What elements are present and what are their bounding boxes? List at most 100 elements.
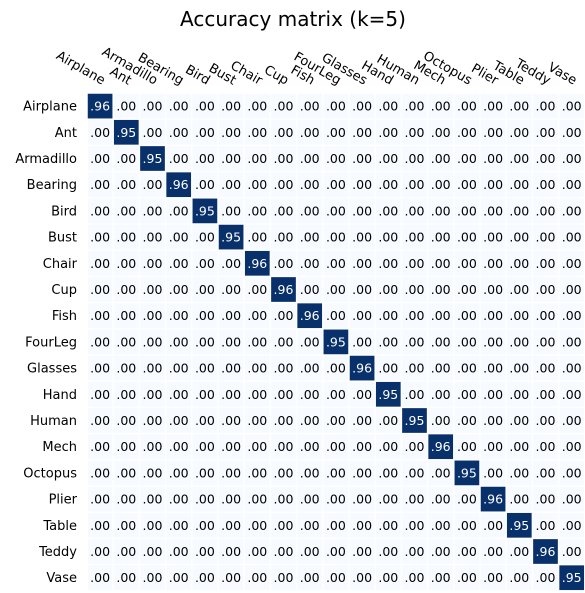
heatmap-cell-hand-plier bbox=[480, 381, 506, 407]
cell-value-label-chair-airplane: .00 bbox=[90, 256, 110, 271]
cell-value-label-table-glasses: .00 bbox=[352, 518, 372, 533]
cell-value-label-plier-airplane: .00 bbox=[90, 492, 110, 507]
cell-value-label-teddy-fourleg: .00 bbox=[326, 544, 346, 559]
heatmap-cell-teddy-table bbox=[506, 539, 532, 564]
cell-value-label-octopus-teddy: .00 bbox=[536, 465, 556, 480]
cell-value-label-armadillo-teddy: .00 bbox=[536, 151, 556, 166]
heatmap-cell-bearing-fourleg bbox=[323, 172, 349, 198]
cell-value-label-plier-glasses: .00 bbox=[352, 492, 372, 507]
cell-value-label-table-bust: .00 bbox=[221, 518, 241, 533]
cell-value-label-octopus-table: .00 bbox=[509, 465, 529, 480]
heatmap-cell-hand-mech bbox=[428, 381, 454, 407]
cell-value-label-cup-octopus: .00 bbox=[457, 282, 477, 297]
heatmap-cell-human-fish bbox=[297, 408, 323, 433]
heatmap-cell-cup-plier bbox=[480, 277, 506, 302]
heatmap-cell-chair-cup bbox=[271, 250, 296, 276]
heatmap-cell-armadillo-airplane bbox=[87, 146, 113, 171]
cell-value-label-airplane-chair: .00 bbox=[247, 99, 267, 114]
cell-value-label-table-plier: .00 bbox=[483, 518, 503, 533]
cell-value-label-table-vase: .00 bbox=[562, 518, 582, 533]
cell-value-label-table-octopus: .00 bbox=[457, 518, 477, 533]
heatmap-cell-hand-airplane bbox=[87, 381, 113, 407]
heatmap-cell-teddy-vase bbox=[559, 539, 585, 564]
cell-value-label-hand-hand: .95 bbox=[378, 387, 398, 402]
heatmap-cell-bird-table bbox=[506, 198, 532, 224]
cell-value-label-teddy-human: .00 bbox=[405, 544, 425, 559]
heatmap-cell-fourleg-mech bbox=[428, 329, 454, 355]
heatmap-cell-bird-teddy bbox=[533, 198, 558, 224]
cell-value-label-human-chair: .00 bbox=[247, 413, 267, 428]
heatmap-cell-ant-plier bbox=[480, 119, 506, 145]
cell-value-label-airplane-cup: .00 bbox=[274, 99, 294, 114]
heatmap-cell-bird-bird bbox=[192, 198, 218, 224]
cell-value-label-ant-bust: .00 bbox=[221, 125, 241, 140]
heatmap-cell-table-hand bbox=[375, 512, 401, 538]
cell-value-label-hand-vase: .00 bbox=[562, 387, 582, 402]
cell-value-label-teddy-airplane: .00 bbox=[90, 544, 110, 559]
cell-value-label-vase-cup: .00 bbox=[274, 570, 294, 585]
cell-value-label-chair-teddy: .00 bbox=[536, 256, 556, 271]
heatmap-cell-human-cup bbox=[271, 408, 296, 433]
heatmap-cell-chair-glasses bbox=[349, 250, 375, 276]
cell-value-label-octopus-fourleg: .00 bbox=[326, 465, 346, 480]
cell-value-label-bird-fish: .00 bbox=[300, 203, 320, 218]
cell-value-label-mech-octopus: .00 bbox=[457, 439, 477, 454]
heatmap-cell-fish-octopus bbox=[454, 303, 480, 329]
cell-value-label-fourleg-bearing: .00 bbox=[169, 334, 189, 349]
cell-value-label-human-teddy: .00 bbox=[536, 413, 556, 428]
cell-value-label-human-plier: .00 bbox=[483, 413, 503, 428]
heatmap-cell-glasses-plier bbox=[480, 355, 506, 381]
heatmap-cell-bearing-hand bbox=[375, 172, 401, 198]
cell-value-label-plier-fish: .00 bbox=[300, 492, 320, 507]
heatmap-cell-fish-bearing bbox=[166, 303, 192, 329]
heatmap-cell-bearing-fish bbox=[297, 172, 323, 198]
cell-value-label-fourleg-ant: .00 bbox=[116, 334, 136, 349]
cell-value-label-armadillo-airplane: .00 bbox=[90, 151, 110, 166]
cell-value-label-table-table: .95 bbox=[509, 518, 529, 533]
heatmap-cell-table-fourleg bbox=[323, 512, 349, 538]
heatmap-cell-human-vase bbox=[559, 408, 585, 433]
cell-value-label-ant-bird: .00 bbox=[195, 125, 215, 140]
heatmap-cell-fish-hand bbox=[375, 303, 401, 329]
cell-value-label-bust-human: .00 bbox=[405, 230, 425, 245]
y-tick-label-table: Table bbox=[42, 519, 77, 534]
cell-value-label-plier-hand: .00 bbox=[378, 492, 398, 507]
cell-value-label-chair-bearing: .00 bbox=[169, 256, 189, 271]
heatmap-cell-hand-glasses bbox=[349, 381, 375, 407]
heatmap-cell-glasses-glasses bbox=[349, 355, 375, 381]
cell-value-label-bust-bearing: .00 bbox=[169, 230, 189, 245]
cell-value-label-hand-glasses: .00 bbox=[352, 387, 372, 402]
cell-value-label-chair-ant: .00 bbox=[116, 256, 136, 271]
heatmap-cell-ant-chair bbox=[244, 119, 270, 145]
cell-value-label-hand-fish: .00 bbox=[300, 387, 320, 402]
cell-value-label-teddy-ant: .00 bbox=[116, 544, 136, 559]
cell-value-label-table-ant: .00 bbox=[116, 518, 136, 533]
heatmap-cell-mech-teddy bbox=[533, 434, 558, 460]
cell-value-label-ant-bearing: .00 bbox=[169, 125, 189, 140]
heatmap-cell-table-armadillo bbox=[140, 512, 165, 538]
heatmap-cell-airplane-bird bbox=[192, 93, 218, 119]
cell-value-label-vase-table: .00 bbox=[509, 570, 529, 585]
cell-value-label-cup-fish: .00 bbox=[300, 282, 320, 297]
heatmap-cell-mech-octopus bbox=[454, 434, 480, 460]
heatmap-cell-fish-teddy bbox=[533, 303, 558, 329]
cell-value-label-human-mech: .00 bbox=[431, 413, 451, 428]
heatmap-cell-mech-glasses bbox=[349, 434, 375, 460]
cell-value-label-chair-glasses: .00 bbox=[352, 256, 372, 271]
heatmap-cell-vase-chair bbox=[244, 565, 270, 591]
cell-value-label-octopus-ant: .00 bbox=[116, 465, 136, 480]
heatmap-cell-cup-chair bbox=[244, 277, 270, 302]
heatmap-cell-cup-octopus bbox=[454, 277, 480, 302]
cell-value-label-fish-vase: .00 bbox=[562, 308, 582, 323]
cell-value-label-bearing-bust: .00 bbox=[221, 177, 241, 192]
heatmap-cell-teddy-bust bbox=[218, 539, 244, 564]
heatmap-cell-octopus-fourleg bbox=[323, 460, 349, 486]
cell-value-label-vase-armadillo: .00 bbox=[143, 570, 163, 585]
heatmap-cell-octopus-fish bbox=[297, 460, 323, 486]
heatmap-cell-hand-cup bbox=[271, 381, 296, 407]
heatmap-cell-fish-ant bbox=[113, 303, 139, 329]
cell-value-label-fourleg-glasses: .00 bbox=[352, 334, 372, 349]
cell-value-label-bird-bearing: .00 bbox=[169, 203, 189, 218]
heatmap-cell-teddy-bearing bbox=[166, 539, 192, 564]
cell-value-label-teddy-armadillo: .00 bbox=[143, 544, 163, 559]
